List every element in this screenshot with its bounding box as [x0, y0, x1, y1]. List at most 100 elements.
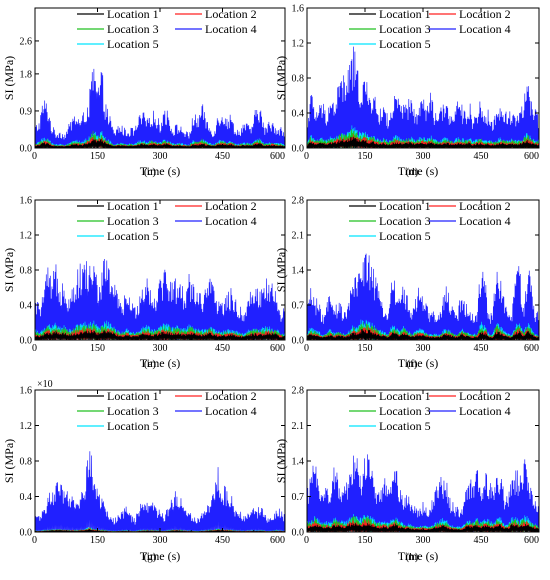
legend: Location 1 Location 2 Location 3 Location 4…: [349, 389, 511, 433]
panel-label: (e): [144, 358, 157, 370]
plot-area: [307, 454, 539, 532]
x-axis-label: Time (s): [398, 164, 439, 178]
series-line-4: [35, 68, 285, 148]
y-tick-label: 0.4: [292, 109, 305, 120]
legend-label-5: Location 5: [107, 229, 159, 243]
y-tick-label: 1.4: [292, 266, 305, 277]
series-line-4: [35, 451, 285, 532]
x-tick-label: 150: [90, 151, 105, 162]
x-tick-label: 150: [90, 343, 105, 354]
legend-label-4: Location 4: [205, 22, 257, 36]
x-tick-label: 150: [358, 535, 373, 546]
legend: Location 1 Location 2 Location 3 Location 4…: [349, 7, 511, 51]
panel-label: (g): [144, 551, 157, 563]
legend-label-5: Location 5: [107, 37, 159, 51]
legend-label-2: Location 2: [459, 389, 511, 403]
legend-label-4: Location 4: [459, 404, 511, 418]
y-tick-label: 2.1: [292, 231, 305, 242]
panel-1: 0 150 300 450 600 0.0 0.4 0.8 1.2 1.6 Time (s) SI (…: [274, 4, 540, 178]
x-tick-label: 450: [474, 343, 489, 354]
y-axis-label: SI (MPa): [274, 248, 288, 292]
x-tick-label: 0: [304, 151, 309, 162]
x-tick-label: 300: [416, 535, 431, 546]
y-tick-label: 2.8: [292, 196, 305, 207]
y-tick-label: 0.0: [20, 336, 33, 347]
y-tick-label: 0.7: [292, 301, 305, 312]
y-exponent-label: ×10: [37, 379, 53, 390]
x-tick-label: 600: [270, 343, 285, 354]
legend-label-2: Location 2: [205, 389, 257, 403]
legend-label-3: Location 3: [107, 404, 159, 418]
series-line-4: [307, 46, 539, 148]
legend-label-5: Location 5: [379, 37, 431, 51]
legend-label-1: Location 1: [379, 199, 431, 213]
y-tick-label: 1.2: [20, 421, 33, 432]
legend-label-5: Location 5: [107, 419, 159, 433]
x-tick-label: 150: [358, 151, 373, 162]
x-tick-label: 450: [215, 535, 230, 546]
legend: Location 1 Location 2 Location 3 Location 4…: [77, 389, 257, 433]
y-tick-label: 1.4: [292, 457, 305, 468]
x-axis-label: Time (s): [398, 356, 439, 370]
legend-label-4: Location 4: [205, 214, 257, 228]
legend-label-2: Location 2: [205, 7, 257, 21]
y-axis-label: SI (MPa): [2, 248, 16, 292]
x-tick-label: 300: [416, 343, 431, 354]
y-axis-label: SI (MPa): [2, 439, 16, 483]
y-tick-label: 1.6: [292, 4, 305, 15]
y-tick-label: 0.7: [292, 492, 305, 503]
y-tick-label: 0.4: [20, 301, 33, 312]
x-tick-label: 150: [90, 535, 105, 546]
legend-label-3: Location 3: [379, 214, 431, 228]
x-tick-label: 0: [304, 343, 309, 354]
x-tick-label: 600: [270, 151, 285, 162]
y-tick-label: 0.0: [292, 144, 305, 155]
panel-label: (h): [406, 551, 419, 563]
y-tick-label: 0.0: [292, 528, 305, 539]
x-axis-label: Time (s): [398, 549, 439, 563]
legend-label-1: Location 1: [107, 199, 159, 213]
legend-label-1: Location 1: [107, 7, 159, 21]
x-tick-label: 600: [524, 535, 539, 546]
panel-3: 0 150 300 450 600 0.0 0.7 1.4 2.1 2.8 Time (s) SI (…: [274, 196, 540, 370]
x-tick-label: 0: [32, 343, 37, 354]
x-tick-label: 0: [32, 151, 37, 162]
legend-label-4: Location 4: [459, 214, 511, 228]
y-tick-label: 1.2: [20, 231, 33, 242]
legend-label-1: Location 1: [379, 389, 431, 403]
plot-area: [35, 451, 285, 532]
panel-label: (d): [406, 166, 419, 178]
panel-0: 0 150 300 450 600 0.0 0.9 1.8 2.6 Time (s) SI (MPa…: [2, 7, 286, 178]
x-tick-label: 300: [416, 151, 431, 162]
x-tick-label: 600: [524, 343, 539, 354]
x-tick-label: 450: [215, 343, 230, 354]
y-tick-label: 1.6: [20, 196, 33, 207]
legend-label-1: Location 1: [107, 389, 159, 403]
y-tick-label: 0.9: [20, 106, 33, 117]
plot-area: [35, 259, 285, 340]
legend: Location 1 Location 2 Location 3 Location 4…: [349, 199, 511, 243]
x-tick-label: 450: [215, 151, 230, 162]
legend-label-4: Location 4: [205, 404, 257, 418]
x-axis-label: Time (s): [140, 356, 181, 370]
series-line-1: [35, 329, 285, 340]
series-line-4: [307, 253, 539, 340]
y-tick-label: 1.6: [20, 386, 33, 397]
y-tick-label: 1.2: [292, 39, 305, 50]
legend-label-4: Location 4: [459, 22, 511, 36]
panel-2: 0 150 300 450 600 0.0 0.4 0.8 1.2 1.6 Time (s) SI (…: [2, 196, 286, 370]
legend-label-2: Location 2: [459, 199, 511, 213]
y-tick-label: 2.1: [292, 421, 305, 432]
y-tick-label: 2.6: [20, 36, 33, 47]
x-tick-label: 150: [358, 343, 373, 354]
legend-label-5: Location 5: [379, 229, 431, 243]
x-axis-label: Time (s): [140, 549, 181, 563]
panel-5: 0 150 300 450 600 0.0 0.7 1.4 2.1 2.8 Time (s) SI (…: [274, 386, 540, 563]
x-tick-label: 450: [474, 151, 489, 162]
legend-label-5: Location 5: [379, 419, 431, 433]
y-axis-label: SI (MPa): [274, 56, 288, 100]
plot-area: [35, 68, 285, 148]
legend-label-3: Location 3: [107, 22, 159, 36]
x-tick-label: 300: [153, 151, 168, 162]
series-line-4: [307, 454, 539, 532]
